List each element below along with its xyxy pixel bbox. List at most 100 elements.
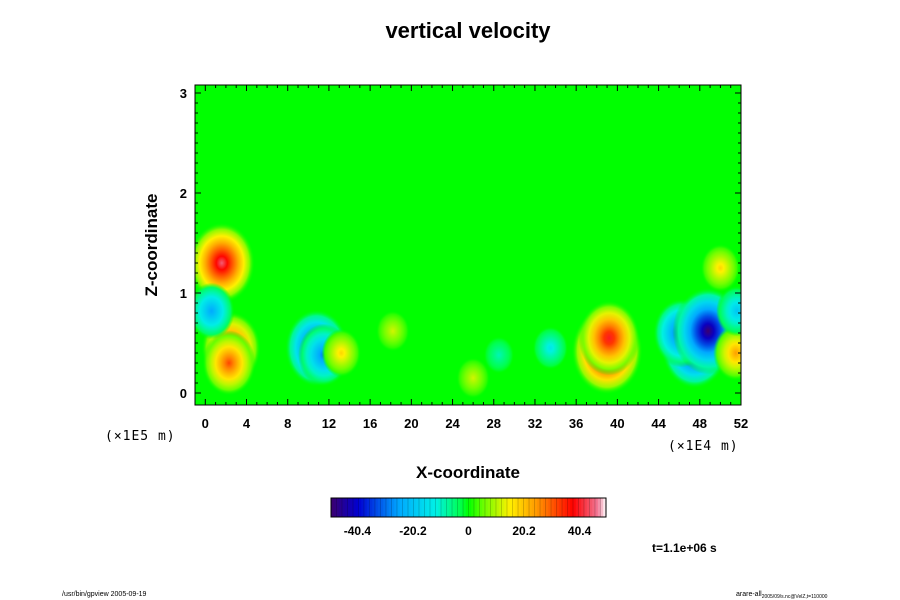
colorbar-segment: [485, 498, 489, 517]
time-label: t=1.1e+06 s: [652, 541, 717, 555]
x-tick-label: 0: [202, 416, 209, 431]
colorbar-segment: [441, 498, 445, 517]
colorbar-segment: [430, 498, 434, 517]
colorbar-segment: [377, 498, 381, 517]
colorbar-segment: [427, 498, 431, 517]
colorbar-segment: [584, 498, 588, 517]
colorbar-segment: [402, 498, 406, 517]
x-tick-label: 44: [651, 416, 666, 431]
colorbar-segment: [358, 498, 362, 517]
colorbar-segment: [592, 498, 596, 517]
colorbar-segment: [397, 498, 401, 517]
x-tick-label: 32: [528, 416, 542, 431]
y-tick-label: 3: [180, 86, 187, 101]
colorbar-segment: [460, 498, 464, 517]
colorbar-segment: [545, 498, 549, 517]
colorbar-segment: [443, 498, 447, 517]
colorbar-segment: [498, 498, 502, 517]
colorbar-segment: [490, 498, 494, 517]
colorbar-segment: [331, 498, 335, 517]
colorbar-tick-label: -20.2: [399, 524, 427, 538]
plot-frame: [194, 84, 742, 406]
colorbar-segment: [350, 498, 354, 517]
x-tick-label: 36: [569, 416, 583, 431]
colorbar-segment: [518, 498, 522, 517]
colorbar-segment: [559, 498, 563, 517]
colorbar-segment: [509, 498, 513, 517]
colorbar-segment: [537, 498, 541, 517]
field-blob: [483, 336, 515, 374]
chart-title: vertical velocity: [385, 18, 551, 43]
colorbar-segment: [468, 498, 472, 517]
colorbar-segment: [421, 498, 425, 517]
colorbar-segment: [597, 498, 601, 517]
colorbar-segment: [416, 498, 420, 517]
x-tick-label: 4: [243, 416, 251, 431]
colorbar-segment: [454, 498, 458, 517]
colorbar-tick-label: 0: [465, 524, 472, 538]
x-tick-label: 40: [610, 416, 624, 431]
colorbar-segment: [534, 498, 538, 517]
colorbar-segment: [333, 498, 337, 517]
colorbar-segment: [542, 498, 546, 517]
field-blob: [376, 310, 410, 352]
colorbar-segment: [548, 498, 552, 517]
field-blob: [716, 285, 741, 337]
y-axis-label: Z-coordinate: [142, 194, 161, 297]
colorbar-segment: [391, 498, 395, 517]
colorbar-segment: [540, 498, 544, 517]
field-blob: [195, 282, 235, 340]
colorbar-segment: [512, 498, 516, 517]
colorbar-segment: [570, 498, 574, 517]
colorbar-tick-label: 40.4: [568, 524, 592, 538]
colorbar-segment: [504, 498, 508, 517]
x-axis-label: X-coordinate: [416, 463, 520, 482]
y-tick-label: 2: [180, 186, 187, 201]
colorbar-segment: [479, 498, 483, 517]
field-layer: [195, 222, 741, 399]
colorbar-tick-label: 20.2: [512, 524, 536, 538]
colorbar-segment: [399, 498, 403, 517]
colorbar-segment: [446, 498, 450, 517]
colorbar-segment: [575, 498, 579, 517]
colorbar-segment: [394, 498, 398, 517]
colorbar-segment: [586, 498, 590, 517]
colorbar-segment: [520, 498, 524, 517]
colorbar-segment: [603, 498, 607, 517]
colorbar-segment: [449, 498, 453, 517]
colorbar-segment: [551, 498, 555, 517]
colorbar-segment: [432, 498, 436, 517]
x-tick-label: 52: [734, 416, 748, 431]
x-tick-label: 28: [487, 416, 501, 431]
colorbar-segment: [578, 498, 582, 517]
colorbar-segment: [419, 498, 423, 517]
colorbar-segment: [463, 498, 467, 517]
colorbar-segment: [457, 498, 461, 517]
colorbar-segment: [581, 498, 585, 517]
colorbar-segment: [573, 498, 577, 517]
colorbar-segment: [487, 498, 491, 517]
colorbar-segment: [589, 498, 593, 517]
colorbar-segment: [388, 498, 392, 517]
colorbar-segment: [405, 498, 409, 517]
colorbar-segment: [364, 498, 368, 517]
colorbar-tick-label: -40.4: [344, 524, 372, 538]
colorbar-segment: [507, 498, 511, 517]
colorbar-segment: [355, 498, 359, 517]
colorbar-segment: [347, 498, 351, 517]
colorbar-segment: [564, 498, 568, 517]
colorbar-segment: [496, 498, 500, 517]
colorbar-segment: [501, 498, 505, 517]
colorbar-segment: [438, 498, 442, 517]
colorbar-frame: [330, 497, 607, 518]
colorbar-segment: [562, 498, 566, 517]
x-tick-label: 24: [445, 416, 460, 431]
field-blob: [202, 330, 256, 396]
y-tick-label: 1: [180, 286, 187, 301]
colorbar-segment: [408, 498, 412, 517]
colorbar-segment: [342, 498, 346, 517]
colorbar-segment: [526, 498, 530, 517]
